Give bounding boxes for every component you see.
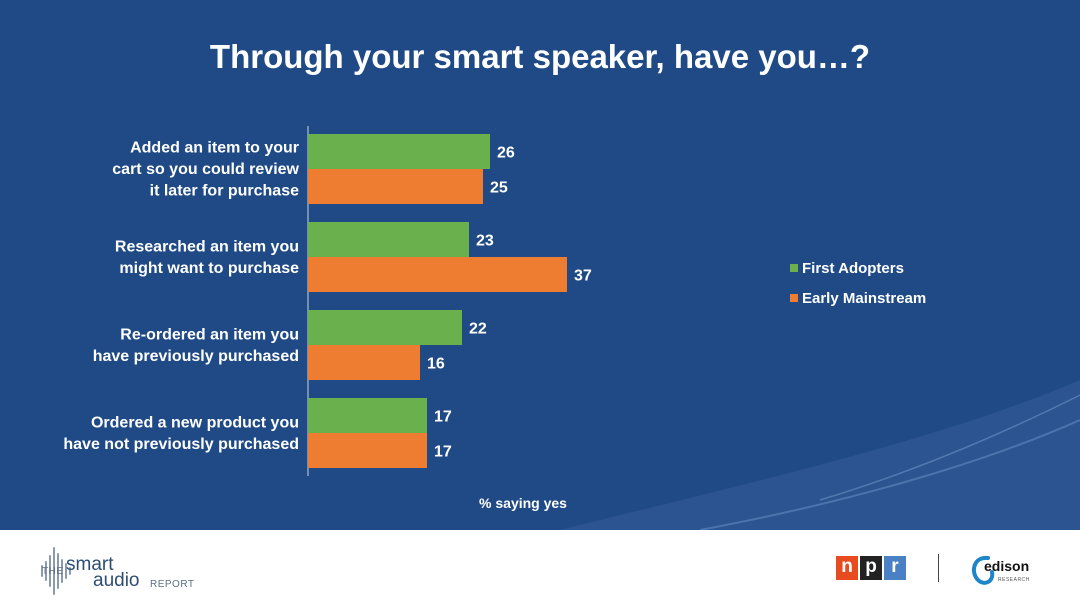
category-label-0-line-0: Added an item to your — [130, 140, 299, 157]
soundwave-icon — [41, 547, 71, 595]
category-label-2-line-1: have previously purchased — [93, 348, 299, 365]
background-swoosh — [560, 380, 1080, 530]
bar-chart: 26 25 Added an item to your cart so you cou… — [63, 126, 926, 511]
edison-name: edison — [984, 558, 1030, 574]
legend-swatch-0 — [790, 264, 798, 272]
category-label-0-line-1: cart so you could review — [112, 161, 299, 178]
footer: THE smart audio REPORT n p r edison RESE… — [0, 530, 1080, 608]
category-label-2-line-0: Re-ordered an item you — [120, 326, 299, 343]
edison-sub: RESEARCH — [998, 577, 1030, 583]
legend-swatch-1 — [790, 294, 798, 302]
edison-research-logo: edison RESEARCH — [968, 550, 1048, 592]
bar-0-series-0 — [308, 134, 490, 169]
category-label-3-line-0: Ordered a new product you — [91, 414, 299, 431]
npr-letter-p: p — [860, 556, 882, 580]
bar-0-series-1 — [308, 169, 483, 204]
legend-label-0: First Adopters — [802, 260, 904, 277]
slide-background: Through your smart speaker, have you…? 2… — [0, 0, 1080, 530]
npr-letter-r: r — [884, 556, 906, 580]
category-label-0-line-2: it later for purchase — [150, 183, 299, 200]
logo-report: REPORT — [150, 579, 195, 590]
npr-logo: n p r — [836, 556, 906, 580]
logo-divider — [938, 554, 939, 582]
bar-2-series-0 — [308, 310, 462, 345]
data-label-2-1: 16 — [427, 356, 445, 373]
data-label-3-1: 17 — [434, 444, 452, 461]
data-label-0-1: 25 — [490, 180, 508, 197]
category-label-1-line-1: might want to purchase — [119, 260, 299, 277]
bar-1-series-1 — [308, 257, 567, 292]
bar-3-series-1 — [308, 433, 427, 468]
bar-2-series-1 — [308, 345, 420, 380]
smart-audio-report-logo — [40, 544, 250, 596]
data-label-0-0: 26 — [497, 145, 515, 162]
logo-smart: smart — [66, 554, 114, 575]
data-label-2-0: 22 — [469, 321, 487, 338]
data-label-1-1: 37 — [574, 268, 592, 285]
bar-3-series-0 — [308, 398, 427, 433]
npr-letter-n: n — [836, 556, 858, 580]
category-label-3-line-1: have not previously purchased — [63, 436, 299, 453]
bar-1-series-0 — [308, 222, 469, 257]
logo-the: THE — [42, 566, 64, 577]
data-label-3-0: 17 — [434, 409, 452, 426]
data-label-1-0: 23 — [476, 233, 494, 250]
category-label-1-line-0: Researched an item you — [115, 238, 299, 255]
edison-swirl-icon — [971, 555, 995, 585]
legend-label-1: Early Mainstream — [802, 290, 926, 307]
logo-audio: audio — [93, 570, 140, 591]
chart-title: Through your smart speaker, have you…? — [209, 38, 871, 75]
x-axis-label: % saying yes — [479, 495, 567, 511]
